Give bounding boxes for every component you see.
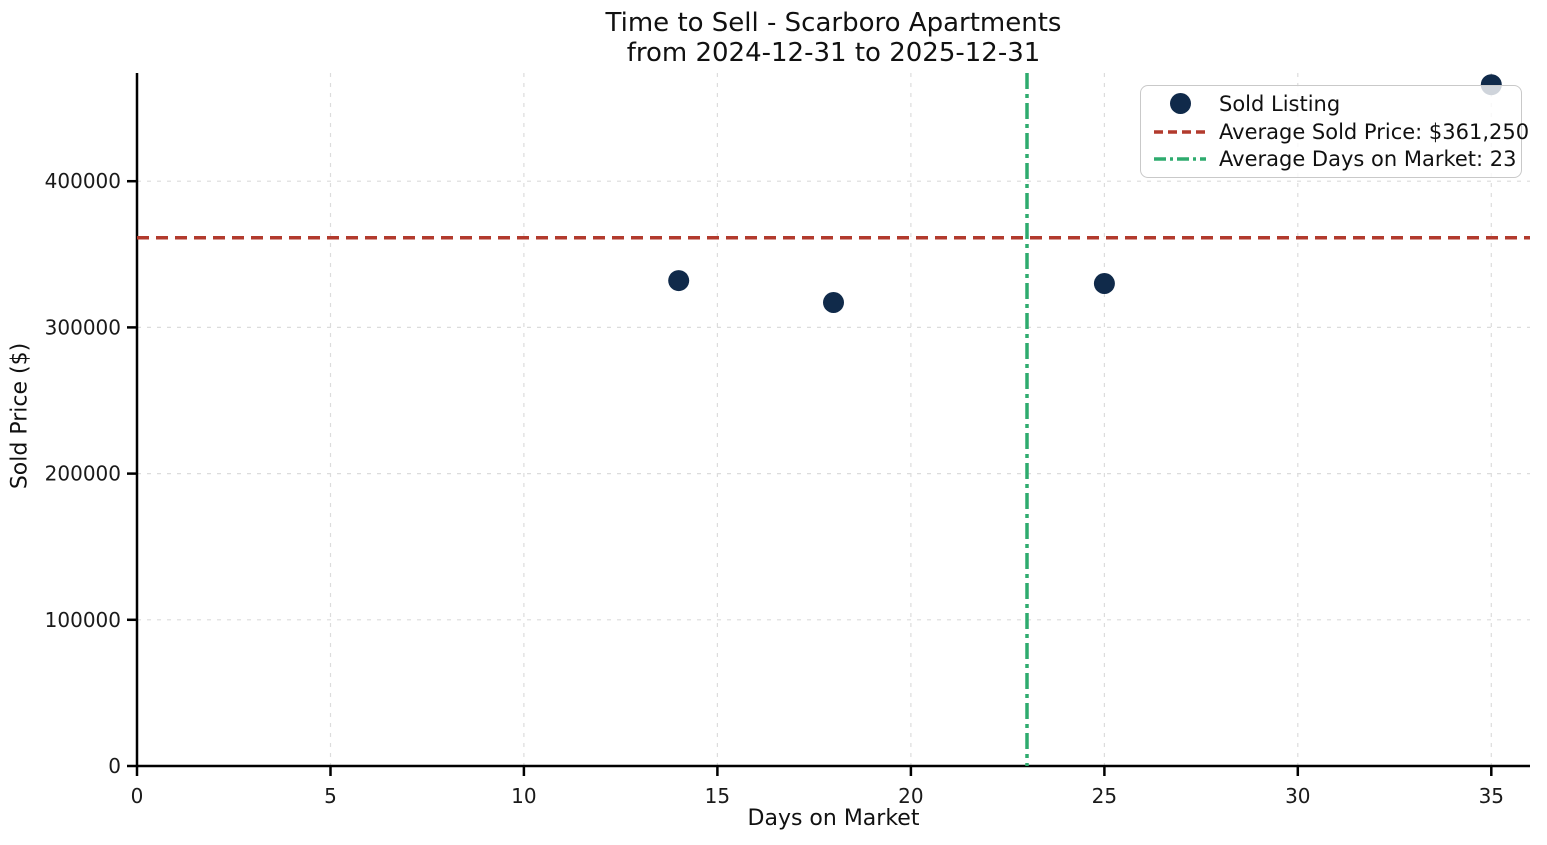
x-tick-label: 35 bbox=[1479, 784, 1504, 808]
axes: 0 5 10 15 20 25 30 35 0 100000 200000 300000 400000 bbox=[45, 73, 1530, 808]
y-axis-label: Sold Price ($) bbox=[7, 342, 33, 490]
x-tick-label: 30 bbox=[1285, 784, 1310, 808]
x-tick-label: 10 bbox=[511, 784, 536, 808]
y-tick-label: 400000 bbox=[45, 169, 121, 193]
y-tick-label: 0 bbox=[108, 754, 121, 778]
x-tick-label: 15 bbox=[705, 784, 730, 808]
chart-title-block: Time to Sell - Scarboro Apartments from … bbox=[137, 8, 1530, 68]
legend-item-avg-price: Average Sold Price: $361,250 bbox=[1149, 118, 1529, 146]
x-axis-label: Days on Market bbox=[747, 806, 920, 831]
chart-subtitle: from 2024-12-31 to 2025-12-31 bbox=[626, 38, 1041, 68]
legend-label-avg-days: Average Days on Market: 23 bbox=[1219, 147, 1517, 172]
x-tick-label: 5 bbox=[324, 784, 337, 808]
avg-price-dashed-line-icon bbox=[1149, 128, 1211, 136]
legend-label-sold-listing: Sold Listing bbox=[1219, 91, 1341, 116]
data-point bbox=[823, 292, 844, 313]
legend-item-sold-listing: Sold Listing bbox=[1149, 90, 1513, 118]
data-point bbox=[668, 270, 690, 292]
legend: Sold Listing Average Sold Price: $361,25… bbox=[1140, 85, 1529, 178]
avg-days-dashdot-line-icon bbox=[1149, 155, 1211, 163]
y-tick-label: 200000 bbox=[45, 462, 121, 486]
x-tick-label: 20 bbox=[898, 784, 923, 808]
y-tick-label: 300000 bbox=[45, 315, 121, 339]
x-tick-label: 25 bbox=[1092, 784, 1117, 808]
y-tick-label: 100000 bbox=[45, 608, 121, 632]
chart-title: Time to Sell - Scarboro Apartments bbox=[605, 8, 1062, 38]
average-lines bbox=[137, 73, 1530, 766]
x-tick-label: 0 bbox=[131, 784, 144, 808]
data-point bbox=[1093, 273, 1115, 294]
sold-listing-dot-icon bbox=[1149, 93, 1211, 115]
legend-label-avg-price: Average Sold Price: $361,250 bbox=[1219, 119, 1530, 144]
legend-item-avg-days: Average Days on Market: 23 bbox=[1149, 145, 1517, 173]
